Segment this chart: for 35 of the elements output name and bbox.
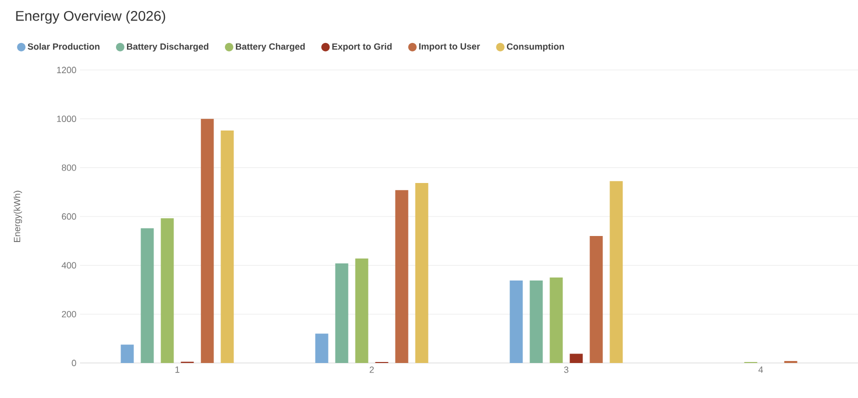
bar — [550, 278, 563, 363]
legend-label: Solar Production — [28, 43, 100, 50]
chart-title: Energy Overview (2026) — [16, 10, 166, 24]
legend-label: Export to Grid — [332, 43, 392, 52]
y-axis-title: Energy(kWh) — [14, 190, 22, 242]
y-tick-label: 200 — [62, 310, 76, 318]
x-tick-label: 4 — [758, 366, 763, 373]
bar — [220, 130, 234, 363]
bar — [415, 183, 428, 363]
bar — [510, 280, 523, 363]
bar — [140, 228, 154, 363]
y-tick-label: 400 — [62, 262, 76, 269]
bar — [355, 258, 368, 363]
bar — [570, 354, 583, 363]
x-tick-label: 3 — [564, 366, 568, 373]
legend-label: Consumption — [506, 43, 564, 52]
bar — [200, 118, 214, 363]
x-tick-label: 1 — [175, 366, 180, 373]
bar — [395, 190, 408, 363]
legend-label: Import to User — [419, 43, 480, 52]
bar — [530, 280, 543, 363]
x-tick-label: 2 — [370, 366, 374, 373]
y-tick-label: 1200 — [57, 66, 76, 74]
legend-label: Battery Discharged — [126, 43, 208, 52]
bar — [610, 181, 623, 363]
bar — [160, 218, 174, 363]
bar — [120, 344, 134, 363]
y-tick-label: 600 — [62, 213, 76, 220]
legend-label: Battery Charged — [236, 43, 305, 52]
bar — [590, 236, 603, 363]
y-tick-label: 800 — [62, 164, 76, 171]
y-tick-label: 0 — [72, 360, 76, 366]
bar — [335, 263, 348, 363]
y-tick-label: 1000 — [57, 116, 76, 122]
bar — [315, 334, 328, 363]
